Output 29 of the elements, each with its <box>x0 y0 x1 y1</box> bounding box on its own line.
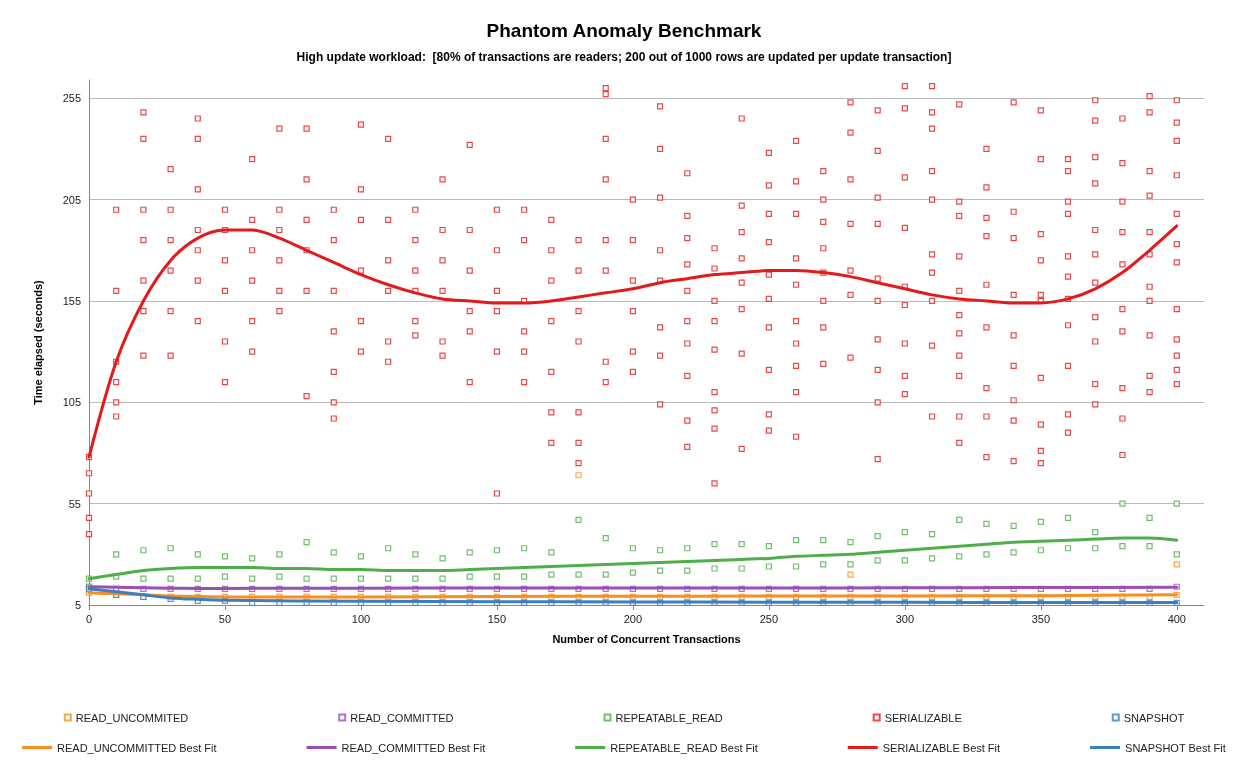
x-tick-label: 100 <box>351 612 371 625</box>
legend-label: READ_COMMITTED Best Fit <box>341 741 486 754</box>
y-tick-label: 155 <box>62 294 81 307</box>
x-tick-label: 400 <box>1167 612 1186 625</box>
legend-label: READ_UNCOMMITED <box>75 711 189 724</box>
x-tick-label: 50 <box>218 612 232 625</box>
chart-title: Phantom Anomaly Benchmark <box>486 20 762 41</box>
legend-label: SNAPSHOT <box>1123 711 1185 724</box>
y-axis-title: Time elapsed (seconds) <box>31 279 44 405</box>
x-tick-label: 200 <box>623 612 643 625</box>
legend-label: SERIALIZABLE <box>884 711 962 724</box>
chart-subtitle: High update workload: [80% of transactions are readers; 200 out of 1000 rows are updated per update transaction] <box>296 50 952 64</box>
x-tick-label: 250 <box>759 612 779 625</box>
legend-label: SERIALIZABLE Best Fit <box>882 741 1001 754</box>
y-tick-label: 205 <box>62 193 81 206</box>
legend-label: SNAPSHOT Best Fit <box>1125 741 1226 754</box>
x-tick-label: 350 <box>1031 612 1051 625</box>
y-tick-label: 55 <box>68 497 81 510</box>
y-tick-label: 255 <box>62 92 81 105</box>
x-tick-label: 150 <box>487 612 507 625</box>
x-tick-label: 0 <box>85 612 93 625</box>
x-tick-label: 300 <box>895 612 915 625</box>
legend-label: REPEATABLE_READ <box>615 711 723 724</box>
y-tick-label: 105 <box>62 396 81 409</box>
legend-label: REPEATABLE_READ Best Fit <box>610 741 758 754</box>
legend-label: READ_COMMITTED <box>350 711 454 724</box>
x-axis-title: Number of Concurrent Transactions <box>552 632 741 645</box>
y-tick-label: 5 <box>74 599 81 611</box>
legend-label: READ_UNCOMMITTED Best Fit <box>57 741 217 754</box>
